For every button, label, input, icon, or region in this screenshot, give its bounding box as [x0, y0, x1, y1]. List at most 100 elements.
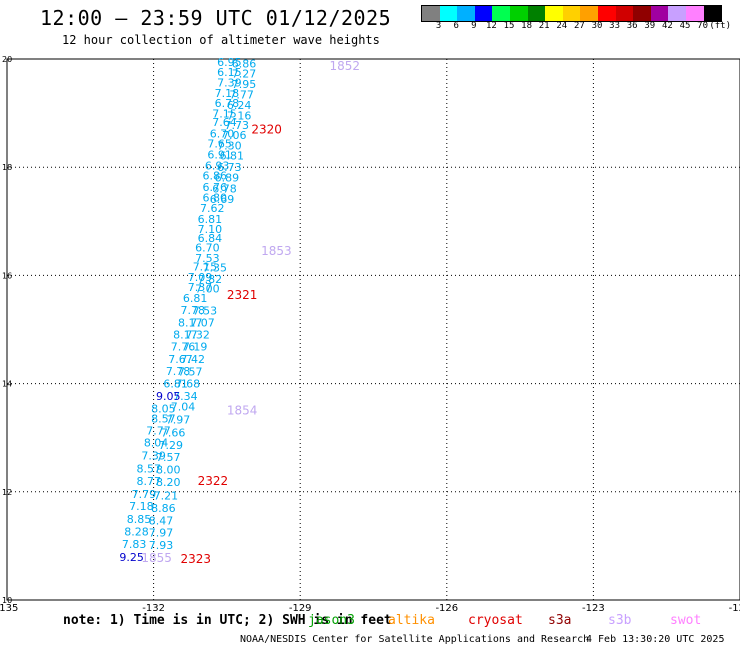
- colorbar-cell: [685, 6, 704, 21]
- wave-height-label: 7.18: [129, 500, 154, 513]
- colorbar-cell: [668, 6, 686, 21]
- pass-time-label: 2320: [251, 123, 282, 137]
- credit-text: NOAA/NESDIS Center for Satellite Applica…: [240, 634, 590, 645]
- colorbar-label: 3: [435, 21, 442, 31]
- wave-height-label: 8.57: [151, 413, 176, 426]
- wave-height-label: 7.73: [224, 119, 249, 132]
- colorbar-label: 24: [556, 21, 568, 31]
- wave-height-label: 6.81: [220, 150, 245, 163]
- wave-height-label: 6.76: [202, 181, 227, 194]
- colorbar-cell: [474, 6, 493, 21]
- pass-time-label: 1853: [261, 244, 292, 258]
- wave-height-label: 6.70: [210, 127, 235, 140]
- lon-tick-label: -135: [0, 603, 18, 614]
- wave-height-label: 7.53: [195, 252, 220, 265]
- wave-height-label: 8.04: [144, 436, 169, 449]
- wave-height-label: 7.97: [149, 527, 174, 540]
- wave-height-label: 7.32: [185, 329, 210, 342]
- legend-item-s3a: s3a: [548, 613, 572, 628]
- wave-height-label: 7.10: [198, 223, 223, 236]
- lat-tick-label: 10: [2, 596, 12, 605]
- wave-height-label: 8.86: [151, 502, 176, 515]
- lat-tick-label: 12: [2, 488, 12, 497]
- wave-height-label: 6.69: [210, 193, 235, 206]
- wave-height-label: 7.21: [154, 489, 179, 502]
- grid-lines: [7, 59, 740, 600]
- colorbar-label: 30: [591, 21, 603, 31]
- wave-height-label: 6.86: [232, 58, 257, 71]
- pass-time-label: 1852: [330, 59, 361, 73]
- colorbar-label: 27: [573, 21, 585, 31]
- colorbar-label: (ft): [709, 21, 732, 31]
- wave-height-label: 7.77: [146, 424, 171, 437]
- wave-height-label: 7.66: [161, 427, 186, 440]
- colorbar-cell: [580, 6, 598, 21]
- wave-height-label: 6.73: [217, 161, 242, 174]
- wave-height-label: 7.78: [180, 304, 205, 317]
- colorbar-label: 33: [609, 21, 621, 31]
- colorbar-cell: [439, 6, 458, 21]
- wave-height-label: 6.24: [227, 99, 252, 112]
- wave-height-label: 8.05: [151, 402, 176, 415]
- wave-height-label: 6.91: [207, 149, 232, 162]
- wave-height-label: 7.00: [195, 283, 220, 296]
- colorbar-cell: [457, 6, 475, 21]
- wave-height-label: 6.78: [215, 97, 240, 110]
- footer-note: note: 1) Time is in UTC; 2) SWH is in fe…: [63, 613, 392, 628]
- wave-height-label: 6.78: [212, 183, 237, 196]
- colorbar-label: 21: [538, 21, 550, 31]
- lat-tick-label: 18: [2, 163, 12, 172]
- wave-height-label: 7.95: [232, 78, 257, 91]
- wave-height-label: 7.39: [217, 77, 242, 90]
- wave-height-label: 6.81: [163, 377, 188, 390]
- lat-tick-label: 14: [2, 380, 12, 389]
- map-frame: [6, 58, 740, 601]
- wave-height-label: 6.86: [202, 170, 227, 183]
- wave-height-label: 7.83: [122, 538, 147, 551]
- wave-height-label: 7.78: [166, 365, 191, 378]
- wave-height-label: 8.17: [178, 316, 203, 329]
- wave-height-label: 8.28: [124, 526, 149, 539]
- colorbar-cell: [545, 6, 563, 21]
- pass-time-label: 2321: [227, 288, 258, 302]
- lon-tick-label: -120: [729, 603, 740, 614]
- wave-height-label: 7.35: [202, 262, 227, 275]
- wave-height-label: 7.15: [193, 261, 218, 274]
- colorbar-label: 70: [697, 21, 709, 31]
- wave-height-label: 7.06: [222, 129, 247, 142]
- colorbar-cell: [492, 6, 510, 21]
- colorbar-cell: [422, 6, 440, 21]
- wave-height-label: 7.07: [190, 316, 215, 329]
- wave-height-label: 7.16: [227, 110, 252, 123]
- wave-height-label: 8.20: [156, 476, 181, 489]
- wave-height-label: 7.39: [141, 449, 166, 462]
- wave-height-label: 7.97: [166, 414, 191, 427]
- wave-height-label: 8.77: [136, 475, 161, 488]
- colorbar-cell: [562, 6, 581, 21]
- wave-height-labels: 6.956.866.157.277.397.957.187.776.786.24…: [119, 56, 360, 566]
- colorbar-cell: [597, 6, 616, 21]
- wave-height-label: 6.15: [217, 66, 242, 79]
- wave-height-label: 8.47: [149, 514, 174, 527]
- wave-height-label: 7.53: [193, 304, 218, 317]
- wave-height-label-high: 9.05: [156, 390, 181, 403]
- colorbar-cell: [633, 6, 651, 21]
- wave-height-label: 7.30: [217, 139, 242, 152]
- legend-item-altika: altika: [388, 613, 435, 628]
- colorbar-label: 9: [471, 21, 477, 31]
- wave-height-label: 7.68: [176, 377, 201, 390]
- pass-time-label: 1854: [227, 403, 258, 417]
- wave-height-label: 7.27: [232, 67, 257, 80]
- wave-height-label: 7.04: [171, 401, 196, 414]
- wave-height-label: 7.93: [149, 539, 174, 552]
- colorbar-cell: [703, 6, 722, 21]
- wave-height-label: 7.42: [180, 353, 205, 366]
- wave-height-label: 7.82: [198, 273, 223, 286]
- wave-height-label: 8.17: [173, 329, 198, 342]
- satellite-legend: jason3 altika cryosat s3a s3b swot: [300, 613, 740, 629]
- lon-tick-label: -123: [582, 603, 605, 614]
- wave-height-label: 7.79: [132, 488, 157, 501]
- wave-height-label: 7.67: [168, 353, 193, 366]
- colorbar-label: 42: [661, 21, 673, 31]
